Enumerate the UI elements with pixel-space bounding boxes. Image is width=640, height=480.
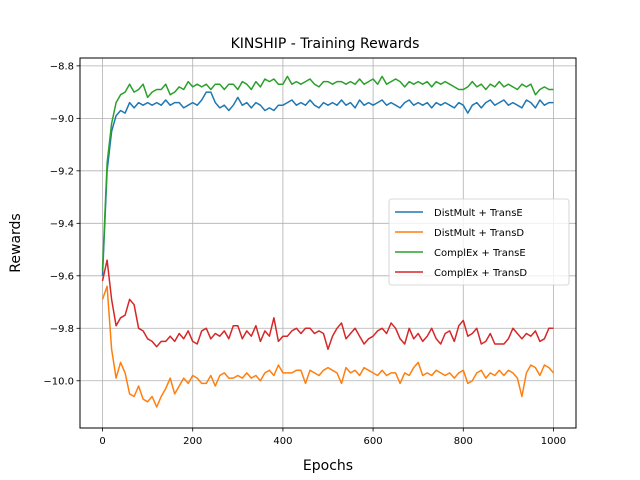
series-group [101, 75, 555, 408]
x-tick-label: 800 [454, 436, 473, 447]
axis-ticks: 0 200 400 600 800 1000 −10.0 −9.8 −9.6 −9.4 −9.2 −9… [43, 61, 566, 447]
y-tick-label: −9.0 [50, 114, 74, 125]
x-tick-label: 0 [99, 436, 105, 447]
x-axis-label: Epochs [303, 458, 353, 474]
legend: DistMult + TransE DistMult + TransD ComplE… [388, 198, 570, 286]
x-tick-label: 200 [183, 436, 202, 447]
legend-label: DistMult + TransE [434, 208, 523, 219]
y-axis-label: Rewards [8, 213, 24, 272]
y-tick-label: −9.4 [50, 219, 74, 230]
series-line-1 [101, 285, 555, 408]
y-tick-label: −9.6 [50, 271, 74, 282]
legend-label: DistMult + TransD [434, 228, 524, 239]
chart-title: KINSHIP - Training Rewards [231, 36, 420, 52]
legend-label: ComplEx + TransE [434, 248, 526, 259]
series-line-0 [101, 91, 554, 276]
y-tick-label: −9.2 [50, 166, 74, 177]
y-tick-label: −10.0 [43, 376, 74, 387]
y-tick-label: −8.8 [50, 61, 74, 72]
legend-label: ComplEx + TransD [434, 268, 527, 279]
series-line-2 [101, 75, 554, 271]
legend-box [388, 198, 570, 286]
y-tick-label: −9.8 [50, 324, 74, 335]
x-tick-label: 1000 [541, 436, 566, 447]
x-tick-label: 600 [364, 436, 383, 447]
plot-frame [79, 57, 577, 429]
x-tick-label: 400 [273, 436, 292, 447]
series-line-3 [101, 259, 554, 351]
